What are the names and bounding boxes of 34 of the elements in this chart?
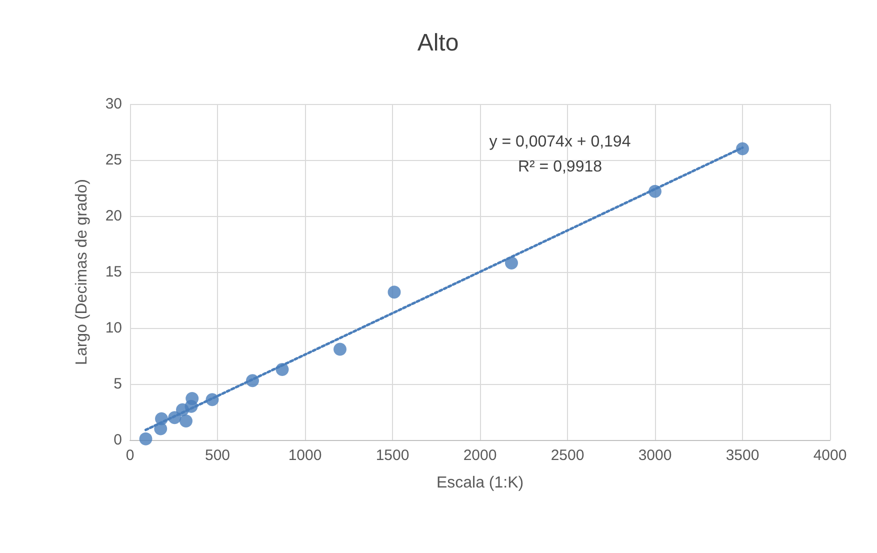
point bbox=[246, 374, 259, 388]
y-tick-label: 10 bbox=[105, 320, 122, 336]
point bbox=[168, 411, 182, 424]
point bbox=[276, 362, 289, 376]
point bbox=[155, 412, 168, 426]
point bbox=[139, 432, 152, 446]
y-tick-label: 30 bbox=[105, 96, 122, 112]
x-tick-label: 3500 bbox=[726, 447, 760, 464]
x-tick-label: 1500 bbox=[376, 447, 410, 464]
point bbox=[648, 184, 662, 198]
point bbox=[388, 286, 401, 299]
point bbox=[186, 392, 199, 406]
y-axis-title: Largo (Decimas de grado) bbox=[74, 179, 90, 365]
chart-title: Alto bbox=[417, 30, 459, 56]
y-tick-label: 25 bbox=[105, 152, 122, 168]
point bbox=[505, 256, 518, 270]
x-tick-label: 1000 bbox=[288, 447, 322, 464]
x-tick-label: 0 bbox=[126, 447, 134, 464]
annotation: R² = 0,9918 bbox=[518, 158, 602, 176]
y-tick-label: 20 bbox=[105, 208, 122, 224]
x-axis-title: Escala (1:K) bbox=[436, 474, 524, 492]
point bbox=[206, 393, 219, 406]
x-tick-label: 500 bbox=[204, 447, 230, 464]
point bbox=[180, 414, 192, 428]
annotation: y = 0,0074x + 0,194 bbox=[489, 134, 631, 150]
point bbox=[334, 342, 346, 356]
x-tick-label: 4000 bbox=[813, 447, 847, 464]
y-tick-label: 5 bbox=[114, 376, 122, 392]
y-tick-label: 15 bbox=[105, 264, 122, 280]
x-tick-label: 2000 bbox=[463, 447, 497, 464]
x-tick-label: 3000 bbox=[638, 447, 672, 464]
y-tick-label: 0 bbox=[114, 432, 122, 448]
x-tick-label: 2500 bbox=[550, 447, 584, 464]
point bbox=[736, 142, 749, 156]
